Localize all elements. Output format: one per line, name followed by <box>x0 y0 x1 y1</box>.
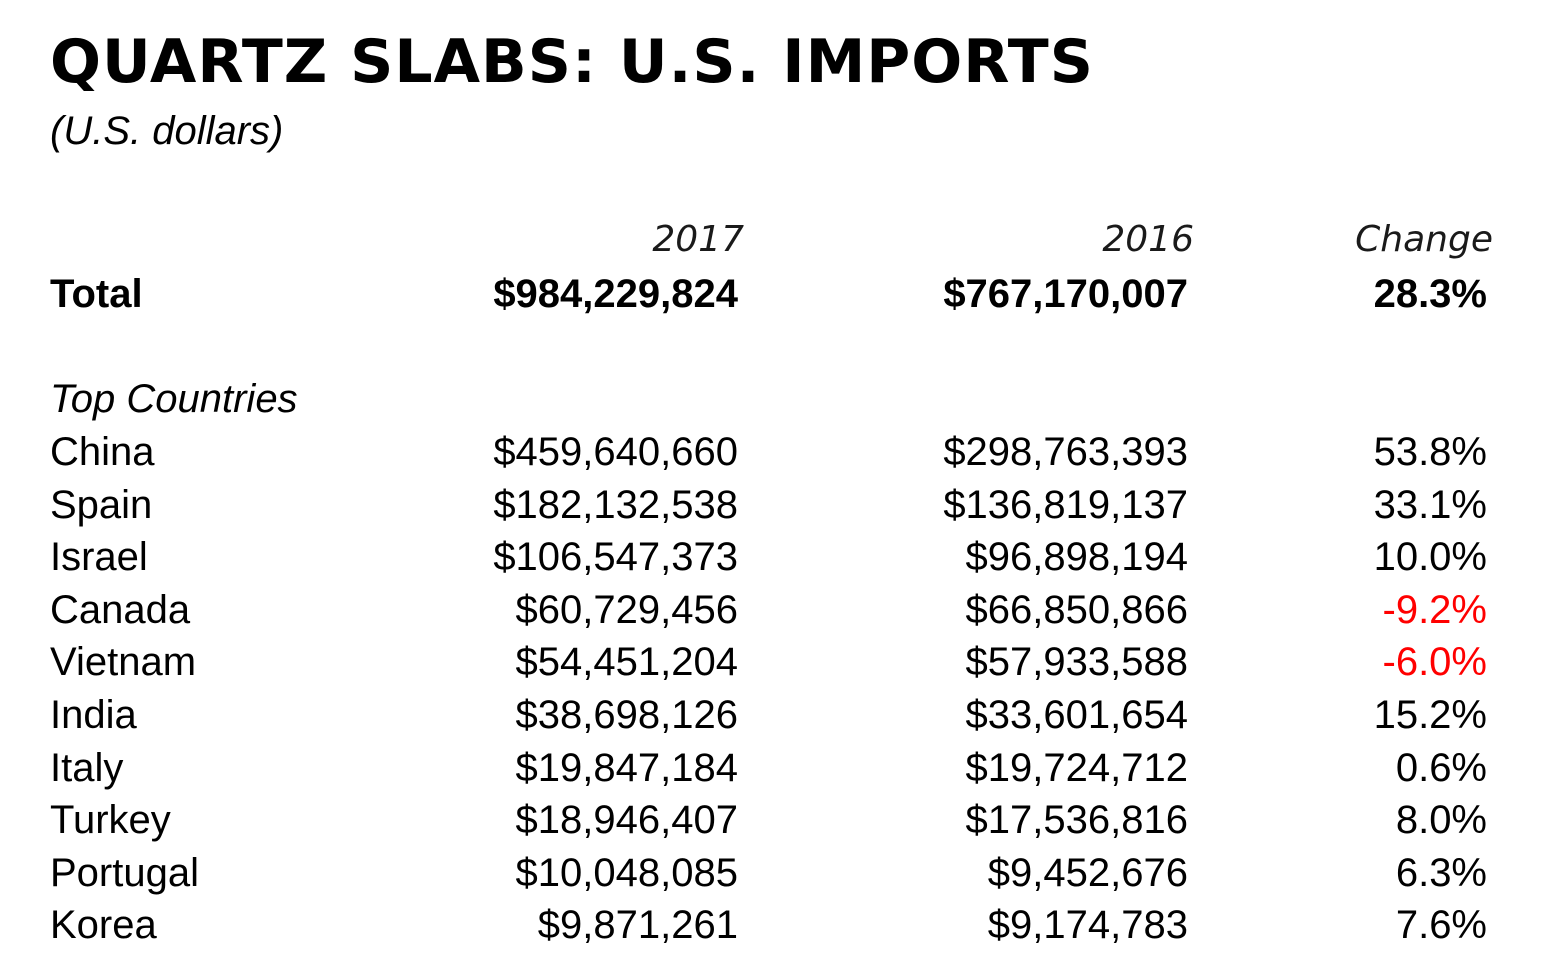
country-value-2017: $459,640,660 <box>493 430 738 474</box>
country-name: Vietnam <box>50 640 197 684</box>
page-title: QUARTZ SLABS: U.S. IMPORTS <box>50 27 1094 97</box>
country-value-2017: $38,698,126 <box>515 693 738 737</box>
country-name: Turkey <box>50 798 171 842</box>
total-2016: $767,170,007 <box>943 272 1188 316</box>
country-change: -6.0% <box>1382 640 1488 684</box>
country-change: 10.0% <box>1373 535 1487 579</box>
country-value-2016: $57,933,588 <box>965 640 1188 684</box>
country-name: Spain <box>50 483 153 527</box>
section-label: Top Countries <box>50 377 298 421</box>
country-value-2017: $19,847,184 <box>515 746 738 790</box>
country-change: 7.6% <box>1395 903 1487 947</box>
country-value-2017: $60,729,456 <box>515 588 738 632</box>
country-change: 33.1% <box>1373 483 1487 527</box>
country-name: Israel <box>50 535 148 579</box>
total-2017: $984,229,824 <box>493 272 738 316</box>
country-value-2017: $54,451,204 <box>515 640 738 684</box>
country-value-2016: $9,452,676 <box>987 851 1188 895</box>
country-value-2016: $9,174,783 <box>987 903 1188 947</box>
country-value-2017: $18,946,407 <box>515 798 738 842</box>
country-value-2016: $17,536,816 <box>965 798 1188 842</box>
country-name: Canada <box>50 588 191 632</box>
country-value-2017: $182,132,538 <box>493 483 738 527</box>
country-value-2016: $136,819,137 <box>943 483 1188 527</box>
total-change: 28.3% <box>1373 272 1487 316</box>
country-value-2016: $298,763,393 <box>943 430 1188 474</box>
country-value-2016: $33,601,654 <box>965 693 1188 737</box>
country-change: 15.2% <box>1373 693 1487 737</box>
country-change: -9.2% <box>1382 588 1488 632</box>
country-value-2016: $19,724,712 <box>965 746 1188 790</box>
country-value-2017: $9,871,261 <box>537 903 738 947</box>
country-value-2017: $10,048,085 <box>515 851 738 895</box>
country-value-2017: $106,547,373 <box>493 535 738 579</box>
country-change: 53.8% <box>1373 430 1487 474</box>
column-header-change: Change <box>1355 219 1493 260</box>
country-value-2016: $66,850,866 <box>965 588 1188 632</box>
country-name: China <box>50 430 155 474</box>
country-name: India <box>50 693 137 737</box>
country-change: 8.0% <box>1395 798 1487 842</box>
country-name: Portugal <box>50 851 199 895</box>
column-header-2016: 2016 <box>1102 219 1194 260</box>
total-label: Total <box>50 272 143 316</box>
country-name: Korea <box>50 903 157 947</box>
country-change: 6.3% <box>1395 851 1487 895</box>
country-value-2016: $96,898,194 <box>965 535 1188 579</box>
country-change: 0.6% <box>1395 746 1487 790</box>
country-name: Italy <box>50 746 124 790</box>
column-header-2017: 2017 <box>652 219 744 260</box>
page-subtitle: (U.S. dollars) <box>50 109 284 153</box>
